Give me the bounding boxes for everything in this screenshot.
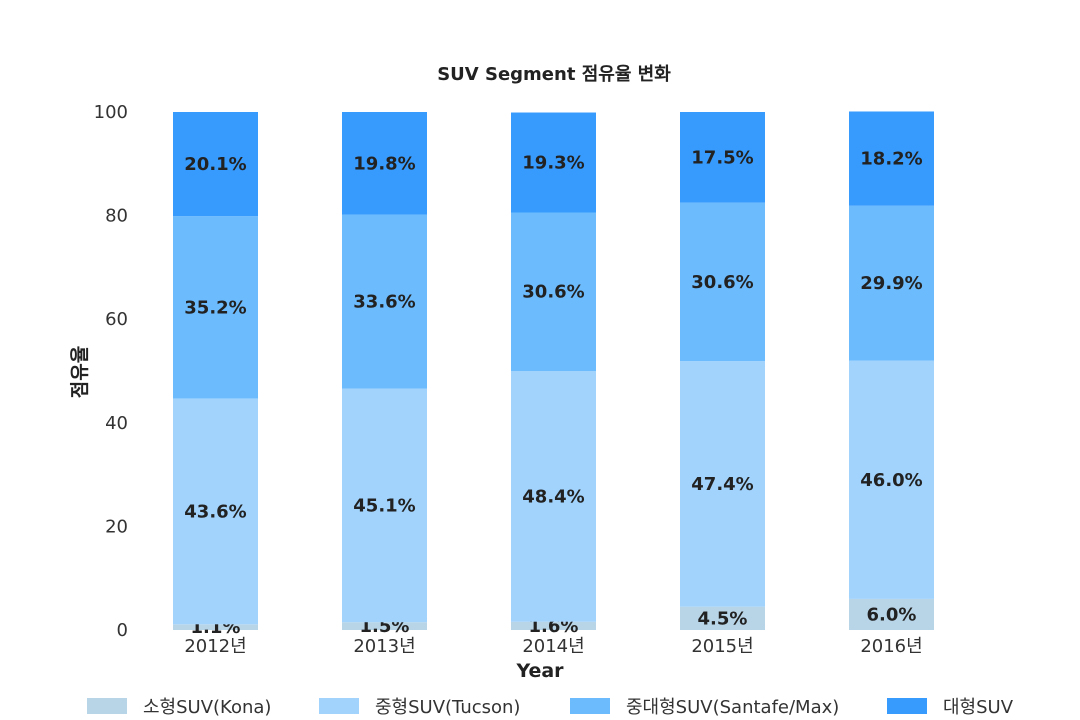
y-tick-label: 100 xyxy=(94,102,128,123)
y-tick-label: 20 xyxy=(105,516,128,537)
bar-segment xyxy=(680,606,765,630)
data-label: 30.6% xyxy=(522,282,584,303)
data-label: 17.5% xyxy=(691,147,753,168)
bar-segment xyxy=(680,202,765,362)
x-tick-label: 2015년 xyxy=(691,636,753,657)
bar-segment xyxy=(173,624,258,630)
data-label: 4.5% xyxy=(698,608,748,629)
bar-segment xyxy=(173,112,258,217)
data-label: 47.4% xyxy=(691,474,753,495)
bar-segment xyxy=(849,111,934,206)
data-label: 6.0% xyxy=(867,604,917,625)
y-tick-label: 40 xyxy=(105,413,128,434)
bar-segment xyxy=(511,212,596,371)
data-label: 29.9% xyxy=(860,273,922,294)
legend-swatch xyxy=(319,698,359,714)
data-label: 30.6% xyxy=(691,272,753,293)
legend-swatch xyxy=(570,698,610,714)
bar-segment xyxy=(680,112,765,203)
data-label: 43.6% xyxy=(184,501,246,522)
bar-segment xyxy=(342,112,427,215)
legend-swatch xyxy=(87,698,127,714)
data-label: 33.6% xyxy=(353,292,415,313)
bar-segment xyxy=(342,622,427,630)
x-axis-title: Year xyxy=(515,660,564,682)
bar-segment xyxy=(680,361,765,607)
bar-segment xyxy=(342,214,427,389)
legend-label: 중대형SUV(Santafe/Max) xyxy=(626,697,839,718)
bar-segment xyxy=(849,360,934,599)
data-label: 48.4% xyxy=(522,486,584,507)
bars-layer: 1.1%43.6%35.2%20.1%1.5%45.1%33.6%19.8%1.… xyxy=(173,111,934,638)
data-label: 19.3% xyxy=(522,153,584,174)
bar-segment xyxy=(511,621,596,630)
x-tick-label: 2014년 xyxy=(522,636,584,657)
bar-segment xyxy=(511,371,596,622)
bar-segment xyxy=(849,598,934,630)
bar-segment xyxy=(173,398,258,625)
legend: 소형SUV(Kona) 중형SUV(Tucson) 중대형SUV(Santafe/M… xyxy=(87,697,1014,718)
y-axis-ticks: 0 20 40 60 80 100 xyxy=(94,102,128,641)
bar-segment xyxy=(342,388,427,623)
legend-swatch xyxy=(887,698,927,714)
legend-label: 중형SUV(Tucson) xyxy=(375,697,520,718)
x-tick-label: 2013년 xyxy=(353,636,415,657)
y-tick-label: 60 xyxy=(105,309,128,330)
bar-segment xyxy=(511,112,596,213)
x-axis-ticks: 2012년 2013년 2014년 2015년 2016년 xyxy=(184,636,922,657)
y-axis-title: 점유율 xyxy=(69,346,91,398)
data-label: 46.0% xyxy=(860,470,922,491)
chart-title: SUV Segment 점유율 변화 xyxy=(437,64,671,85)
data-label: 19.8% xyxy=(353,153,415,174)
legend-label: 대형SUV xyxy=(943,697,1014,718)
legend-label: 소형SUV(Kona) xyxy=(143,697,271,718)
y-tick-label: 0 xyxy=(117,620,128,641)
bar-segment xyxy=(173,216,258,399)
y-tick-label: 80 xyxy=(105,206,128,227)
bar-segment xyxy=(849,205,934,361)
data-label: 35.2% xyxy=(184,297,246,318)
x-tick-label: 2012년 xyxy=(184,636,246,657)
x-tick-label: 2016년 xyxy=(860,636,922,657)
data-label: 45.1% xyxy=(353,495,415,516)
data-label: 20.1% xyxy=(184,154,246,175)
data-label: 18.2% xyxy=(860,149,922,170)
